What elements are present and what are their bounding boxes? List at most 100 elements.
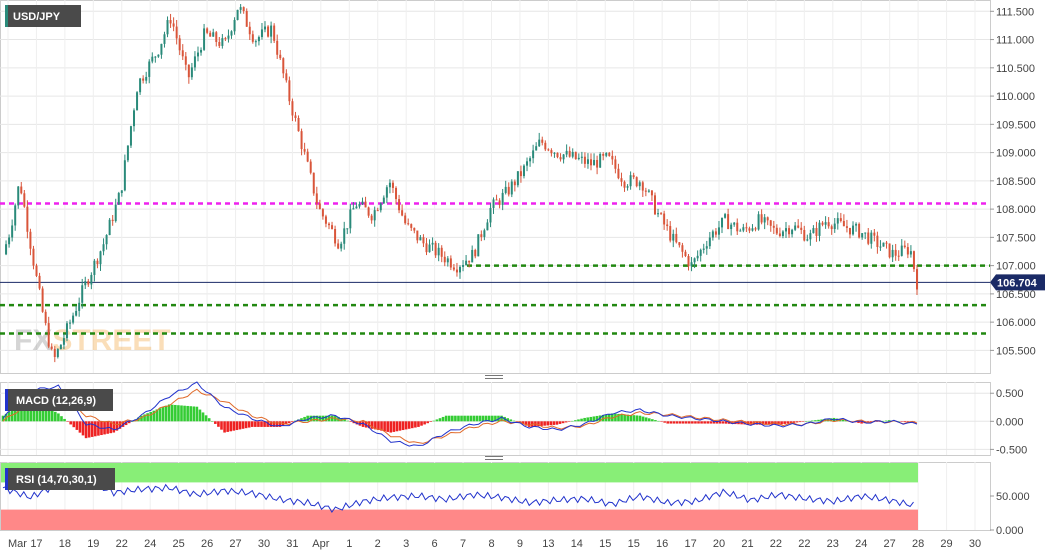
candle-body bbox=[452, 267, 455, 270]
candle-body bbox=[169, 20, 172, 24]
macd-hist-bar bbox=[644, 417, 648, 422]
price-tick-label: 108.500 bbox=[996, 176, 1036, 188]
macd-hist-bar bbox=[786, 421, 790, 424]
candle-body bbox=[608, 152, 611, 156]
macd-hist-bar bbox=[724, 421, 728, 424]
candle-body bbox=[90, 274, 93, 285]
macd-hist-bar bbox=[417, 421, 420, 427]
candle-body bbox=[858, 223, 861, 238]
candle-body bbox=[690, 262, 693, 267]
candle-body bbox=[739, 230, 742, 232]
macd-hist-bar bbox=[72, 421, 76, 428]
candle-body bbox=[273, 25, 276, 41]
x-tick-label: 19 bbox=[87, 538, 99, 550]
macd-hist-bar bbox=[700, 421, 703, 424]
macd-hist-bar bbox=[324, 415, 328, 422]
macd-hist-bar bbox=[829, 418, 833, 422]
candle-body bbox=[44, 311, 47, 324]
x-tick-label: 27 bbox=[229, 538, 241, 550]
candle-body bbox=[382, 197, 385, 204]
macd-hist-bar bbox=[186, 405, 189, 422]
macd-hist-bar bbox=[69, 421, 73, 425]
last-price-badge bbox=[990, 274, 1045, 291]
candle-body bbox=[553, 152, 556, 154]
candle-body bbox=[666, 224, 669, 227]
candle-body bbox=[839, 218, 842, 221]
x-tick-label: 15 bbox=[599, 538, 611, 550]
x-tick-label: 30 bbox=[258, 538, 270, 550]
candle-body bbox=[462, 264, 465, 267]
rsi-tick-label: 0.000 bbox=[996, 525, 1024, 537]
candle-body bbox=[129, 126, 132, 146]
rsi-line bbox=[2, 478, 914, 514]
macd-hist-bar bbox=[777, 421, 780, 425]
macd-hist-bar bbox=[361, 421, 365, 427]
candle-body bbox=[550, 150, 553, 154]
candle-body bbox=[264, 26, 267, 30]
macd-hist-bar bbox=[38, 403, 42, 422]
candle-body bbox=[848, 227, 851, 235]
macd-hist-bar bbox=[851, 421, 854, 422]
candle-body bbox=[611, 155, 614, 160]
price-tick-label: 105.500 bbox=[996, 345, 1036, 357]
macd-hist-bar bbox=[457, 415, 460, 422]
candle-body bbox=[315, 193, 318, 204]
x-tick-label: Apr bbox=[312, 538, 329, 550]
candle-body bbox=[181, 50, 184, 57]
macd-hist-bar bbox=[807, 420, 811, 422]
candle-body bbox=[160, 43, 163, 55]
candle-body bbox=[151, 56, 154, 62]
candle-body bbox=[425, 243, 428, 253]
candle-body bbox=[489, 207, 492, 223]
x-tick-label: 21 bbox=[741, 538, 753, 550]
x-tick-label: 23 bbox=[827, 538, 839, 550]
candle-body bbox=[803, 230, 806, 241]
macd-hist-bar bbox=[429, 421, 433, 422]
macd-hist-bar bbox=[149, 411, 153, 422]
macd-hist-bar bbox=[306, 415, 309, 422]
candle-body bbox=[401, 210, 404, 216]
candle-body bbox=[751, 228, 754, 231]
macd-hist-bar bbox=[697, 421, 700, 424]
macd-hist-bar bbox=[583, 417, 586, 422]
macd-hist-bar bbox=[60, 416, 63, 422]
candle-body bbox=[824, 222, 827, 225]
candle-body bbox=[772, 225, 775, 228]
candle-body bbox=[653, 195, 656, 215]
candle-body bbox=[388, 182, 391, 188]
x-tick-label: 3 bbox=[403, 538, 409, 550]
candle-body bbox=[903, 245, 906, 248]
macd-hist-bar bbox=[155, 409, 159, 422]
price-tick-label: 109.500 bbox=[996, 119, 1036, 131]
candle-body bbox=[139, 78, 142, 93]
macd-hist-bar bbox=[875, 421, 879, 422]
candle-body bbox=[376, 210, 379, 212]
macd-hist-bar bbox=[14, 408, 17, 422]
candle-body bbox=[711, 231, 714, 238]
candle-body bbox=[437, 247, 440, 256]
rsi-tick-label: 50.000 bbox=[996, 491, 1030, 503]
candle-body bbox=[14, 205, 17, 226]
macd-hist-bar bbox=[715, 421, 719, 424]
candle-body bbox=[906, 247, 909, 255]
candle-body bbox=[526, 161, 529, 166]
macd-hist-bar bbox=[235, 421, 239, 431]
candle-body bbox=[748, 228, 751, 231]
candle-body bbox=[251, 34, 254, 42]
x-tick-label: 7 bbox=[460, 538, 466, 550]
macd-hist-bar bbox=[377, 421, 380, 431]
candle-body bbox=[827, 222, 830, 227]
candle-body bbox=[224, 38, 227, 40]
macd-title-accent bbox=[5, 389, 8, 411]
watermark-part2: STREET bbox=[52, 324, 170, 357]
macd-hist-bar bbox=[87, 421, 91, 438]
macd-hist-bar bbox=[318, 415, 322, 422]
x-tick-label: 30 bbox=[969, 538, 981, 550]
candle-body bbox=[775, 227, 778, 234]
candle-body bbox=[343, 228, 346, 244]
macd-hist-bar bbox=[63, 418, 66, 422]
macd-hist-bar bbox=[392, 421, 396, 432]
macd-hist-bar bbox=[272, 421, 276, 427]
macd-hist-bar bbox=[257, 421, 260, 427]
rsi-title-accent bbox=[5, 468, 8, 490]
